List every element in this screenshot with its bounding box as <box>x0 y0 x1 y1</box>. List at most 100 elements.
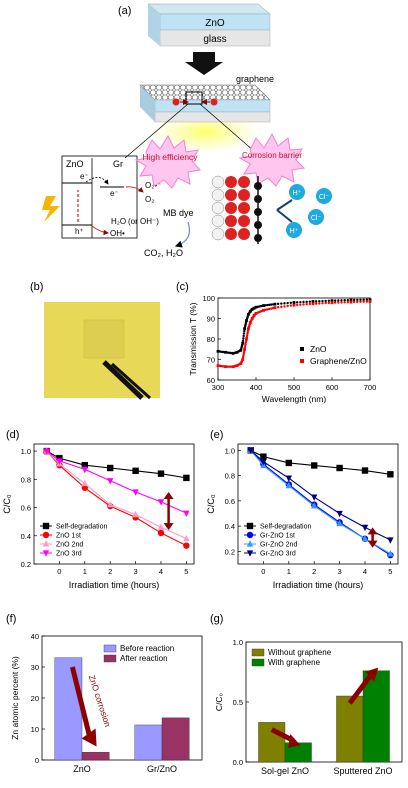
data-point <box>333 299 337 302</box>
legend-label: Self-degradation <box>260 524 311 531</box>
data-point <box>289 301 293 304</box>
data-point <box>305 303 308 306</box>
series-line <box>46 450 187 479</box>
data-point <box>292 301 296 304</box>
data-point <box>216 349 220 353</box>
data-point <box>224 350 227 354</box>
data-point <box>299 303 302 306</box>
data-point <box>242 334 245 338</box>
legend-label: Gr-ZnO 1st <box>260 533 295 540</box>
legend-label: ZnO 3rd <box>56 551 82 558</box>
atom-white <box>211 214 225 228</box>
y-tick-label: 60 <box>207 376 215 385</box>
y-axis-label: C/C₀ <box>2 494 12 513</box>
atom-red <box>225 215 237 227</box>
data-point <box>224 365 227 369</box>
data-point <box>242 332 246 335</box>
y-axis-label: C/C₀ <box>214 692 224 711</box>
data-point <box>362 298 365 301</box>
data-point <box>157 470 165 477</box>
data-point <box>243 327 246 331</box>
glass-layer-label: glass <box>203 34 226 45</box>
data-point <box>327 299 331 303</box>
y-tick-label: 0.2 <box>225 547 235 556</box>
data-point <box>327 301 331 305</box>
y-axis-label: Zn atomic percent (%) <box>10 656 20 740</box>
y-tick-label: 1.0 <box>233 638 243 647</box>
data-point <box>387 537 394 544</box>
x-tick-label: 1 <box>287 567 291 576</box>
hole-label: h⁺ <box>75 227 84 236</box>
data-point <box>81 484 88 491</box>
data-point <box>106 500 114 508</box>
corrosion-arrow <box>69 666 93 738</box>
data-point <box>260 459 267 466</box>
corrosion-barrier-text: Corrosion barrier <box>242 151 302 160</box>
data-point <box>270 307 273 310</box>
data-point <box>305 300 308 304</box>
legend-label: Graphene/ZnO <box>310 356 367 366</box>
data-point <box>271 306 275 310</box>
data-point <box>268 303 271 307</box>
zoom-box <box>185 91 203 105</box>
chart-transmission: 300 400 500 600 700 60 70 80 90 100 ZnO Graphene/Zn… <box>188 294 376 404</box>
data-point <box>264 308 267 312</box>
data-point <box>157 523 165 530</box>
data-point <box>276 302 280 306</box>
chart-solgel-sputtered: 0.0 0.5 1.0 Sol-gel ZnO Sputtered ZnO Without… <box>214 638 403 776</box>
h-plus-text-1: H⁺ <box>293 190 302 197</box>
atom-white <box>211 201 225 215</box>
data-point <box>314 300 318 303</box>
bar <box>284 742 312 763</box>
data-point <box>343 301 346 304</box>
data-point <box>324 301 327 305</box>
y-tick-label: 0.4 <box>21 532 31 541</box>
legend-marker <box>300 347 304 351</box>
h-plus-text-2: H⁺ <box>290 228 299 235</box>
data-point <box>361 467 369 474</box>
legend-label: ZnO 1st <box>56 533 81 540</box>
graphene-label: graphene <box>236 74 274 84</box>
data-point <box>336 464 343 472</box>
data-point <box>247 447 254 455</box>
difference-arrow-head <box>163 523 174 531</box>
data-point <box>276 306 280 309</box>
x-tick-label: 5 <box>388 567 392 576</box>
trend-arrow-solgel <box>270 727 294 743</box>
data-point <box>81 466 88 474</box>
data-point <box>268 307 271 311</box>
graphene-patch <box>83 319 125 359</box>
data-point <box>243 347 246 351</box>
y-tick-label: 1.0 <box>21 447 31 456</box>
band-zno-label: ZnO <box>66 159 84 169</box>
legend-marker <box>42 540 50 547</box>
data-point <box>362 300 365 303</box>
data-point <box>260 453 267 460</box>
band-diagram: ZnO Gr e⁻ e⁻ h⁺ O₂•⁻ O₂ H₂O (or OH⁻) OH• <box>42 155 161 239</box>
h-plus-ion-2 <box>286 222 302 238</box>
data-point <box>223 365 226 368</box>
x-tick-label: 500 <box>288 383 301 392</box>
data-point <box>310 494 318 501</box>
bar <box>81 752 110 761</box>
data-point <box>243 349 246 353</box>
data-point <box>283 302 286 305</box>
bar <box>54 657 83 761</box>
data-point <box>302 300 305 304</box>
data-point <box>361 534 369 542</box>
series-zno-3rd <box>43 448 190 517</box>
data-point <box>337 299 340 302</box>
data-point <box>340 301 343 304</box>
data-point <box>318 302 321 305</box>
legend-marker <box>246 522 254 530</box>
y-tick-label: 1.0 <box>225 446 235 455</box>
data-point <box>302 303 305 306</box>
legend-label: ZnO 2nd <box>56 542 83 549</box>
legend-marker <box>42 550 50 557</box>
data-point <box>387 550 394 557</box>
data-point <box>273 306 277 310</box>
data-point <box>321 302 324 305</box>
bar <box>336 695 364 763</box>
charge-e-dot <box>172 98 180 106</box>
